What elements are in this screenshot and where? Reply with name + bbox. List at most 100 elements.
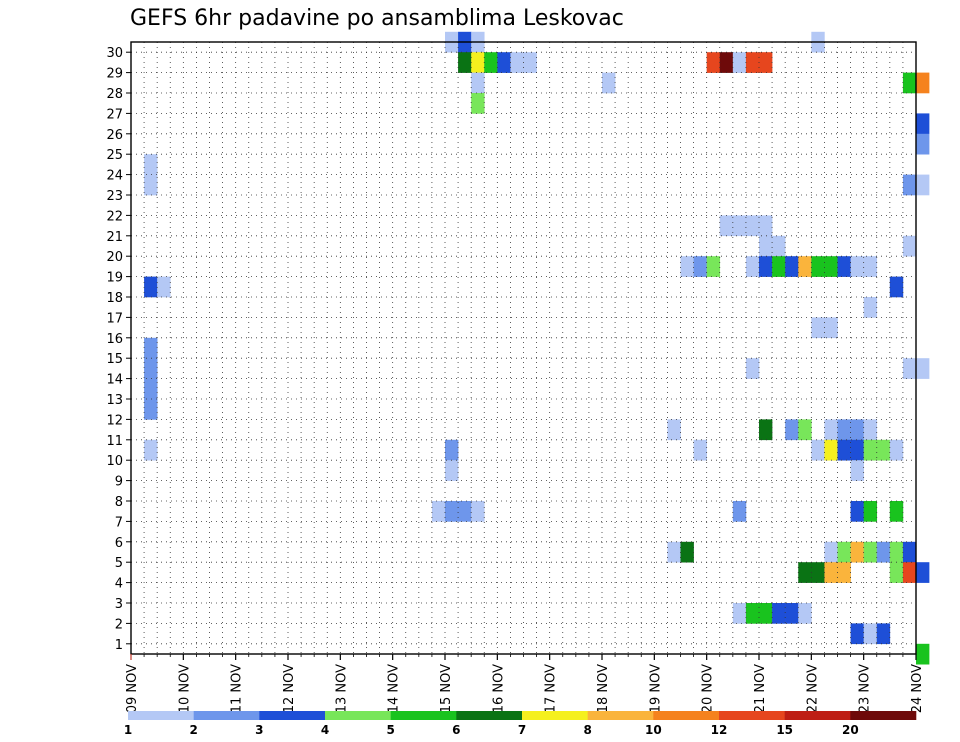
data-cell bbox=[837, 419, 851, 441]
x-tick-label: 16 NOV bbox=[491, 664, 506, 713]
y-tick-label: 1 bbox=[115, 638, 123, 653]
legend-label: 1 bbox=[124, 723, 132, 737]
data-cell bbox=[902, 562, 917, 583]
data-cell bbox=[523, 52, 537, 73]
data-cell bbox=[144, 378, 158, 400]
x-tick-label: 10 NOV bbox=[177, 664, 192, 713]
data-cell bbox=[837, 541, 851, 563]
data-cell bbox=[759, 235, 773, 257]
data-cell bbox=[745, 358, 760, 379]
data-cell bbox=[667, 419, 681, 441]
legend-label: 4 bbox=[321, 723, 329, 737]
data-cell bbox=[144, 154, 158, 175]
data-cell bbox=[732, 215, 747, 237]
data-cell bbox=[889, 501, 904, 522]
y-tick-label: 14 bbox=[106, 373, 123, 388]
data-cell bbox=[732, 603, 747, 624]
data-cell bbox=[902, 541, 917, 563]
data-cell bbox=[863, 501, 878, 522]
y-tick-label: 8 bbox=[115, 495, 123, 510]
y-tick-label: 23 bbox=[106, 189, 123, 204]
x-axis: 09 NOV 10 NOV 11 NOV 12 NOV 13 NOV 14 NOV 15 N… bbox=[125, 654, 925, 713]
data-cell bbox=[876, 439, 891, 461]
chart-title: GEFS 6hr padavine po ansamblima Leskovac bbox=[130, 6, 624, 31]
data-cell bbox=[680, 541, 694, 563]
data-cell bbox=[458, 52, 472, 73]
y-tick-label: 19 bbox=[106, 271, 123, 286]
legend-swatch bbox=[653, 711, 720, 720]
data-cell bbox=[811, 256, 825, 277]
data-cell bbox=[458, 501, 472, 522]
data-cell bbox=[863, 541, 878, 563]
data-cell bbox=[889, 541, 904, 563]
data-cell bbox=[811, 439, 825, 461]
legend-label: 2 bbox=[189, 723, 197, 737]
x-tick-label: 19 NOV bbox=[648, 664, 663, 713]
data-cell bbox=[902, 72, 917, 94]
data-cell bbox=[680, 256, 694, 277]
y-tick-label: 30 bbox=[106, 46, 123, 61]
legend-swatch bbox=[456, 711, 523, 720]
y-tick-label: 24 bbox=[106, 169, 123, 184]
legend-swatch bbox=[587, 711, 654, 720]
data-cell bbox=[706, 52, 721, 73]
data-cell bbox=[785, 256, 799, 277]
data-cell bbox=[850, 623, 864, 645]
y-tick-label: 29 bbox=[106, 67, 123, 82]
data-cell bbox=[824, 256, 838, 277]
legend-label: 12 bbox=[711, 723, 728, 737]
data-cell bbox=[798, 256, 812, 277]
y-tick-label: 20 bbox=[106, 250, 123, 265]
data-cell bbox=[889, 276, 904, 298]
color-legend: 1 2 3 4 5 6 7 8 10 12 15 20 bbox=[124, 711, 917, 737]
x-tick-label: 09 NOV bbox=[125, 664, 140, 713]
x-tick-label: 21 NOV bbox=[753, 664, 768, 713]
data-cell bbox=[811, 562, 825, 583]
data-cell bbox=[916, 562, 930, 583]
x-tick-label: 13 NOV bbox=[334, 664, 349, 713]
y-tick-label: 28 bbox=[106, 87, 123, 102]
legend-label: 6 bbox=[452, 723, 460, 737]
x-tick-label: 15 NOV bbox=[439, 664, 454, 713]
data-cell bbox=[719, 52, 734, 73]
data-cell bbox=[798, 603, 812, 624]
y-tick-label: 11 bbox=[106, 434, 123, 449]
data-cell bbox=[863, 419, 878, 441]
y-tick-label: 16 bbox=[106, 332, 123, 347]
data-cell bbox=[445, 439, 459, 461]
y-tick-label: 21 bbox=[106, 230, 123, 245]
y-tick-label: 25 bbox=[106, 148, 123, 163]
legend-label: 8 bbox=[583, 723, 591, 737]
legend-label: 15 bbox=[776, 723, 793, 737]
x-tick-label: 22 NOV bbox=[805, 664, 820, 713]
data-cell bbox=[916, 72, 930, 94]
y-tick-label: 6 bbox=[115, 536, 123, 551]
data-cell bbox=[732, 501, 747, 522]
y-tick-label: 5 bbox=[115, 556, 123, 571]
y-tick-label: 26 bbox=[106, 128, 123, 143]
x-tick-label: 23 NOV bbox=[858, 664, 873, 713]
data-cell bbox=[484, 52, 498, 73]
data-cell bbox=[706, 256, 721, 277]
data-cell bbox=[745, 256, 760, 277]
data-cell bbox=[824, 541, 838, 563]
data-cell bbox=[850, 460, 864, 481]
data-cell bbox=[850, 541, 864, 563]
data-cell bbox=[837, 439, 851, 461]
data-cell bbox=[916, 113, 930, 135]
y-tick-label: 12 bbox=[106, 413, 123, 428]
data-cell bbox=[471, 93, 485, 114]
data-cell bbox=[445, 501, 459, 522]
data-cell bbox=[144, 276, 158, 298]
x-tick-label: 12 NOV bbox=[282, 664, 297, 713]
data-cell bbox=[916, 133, 930, 155]
legend-swatch bbox=[784, 711, 851, 720]
y-tick-label: 10 bbox=[106, 454, 123, 469]
data-cell bbox=[902, 358, 917, 379]
data-cell bbox=[667, 541, 681, 563]
data-cell bbox=[824, 419, 838, 441]
data-cell bbox=[850, 419, 864, 441]
data-cell bbox=[772, 235, 786, 257]
data-cell bbox=[759, 52, 773, 73]
